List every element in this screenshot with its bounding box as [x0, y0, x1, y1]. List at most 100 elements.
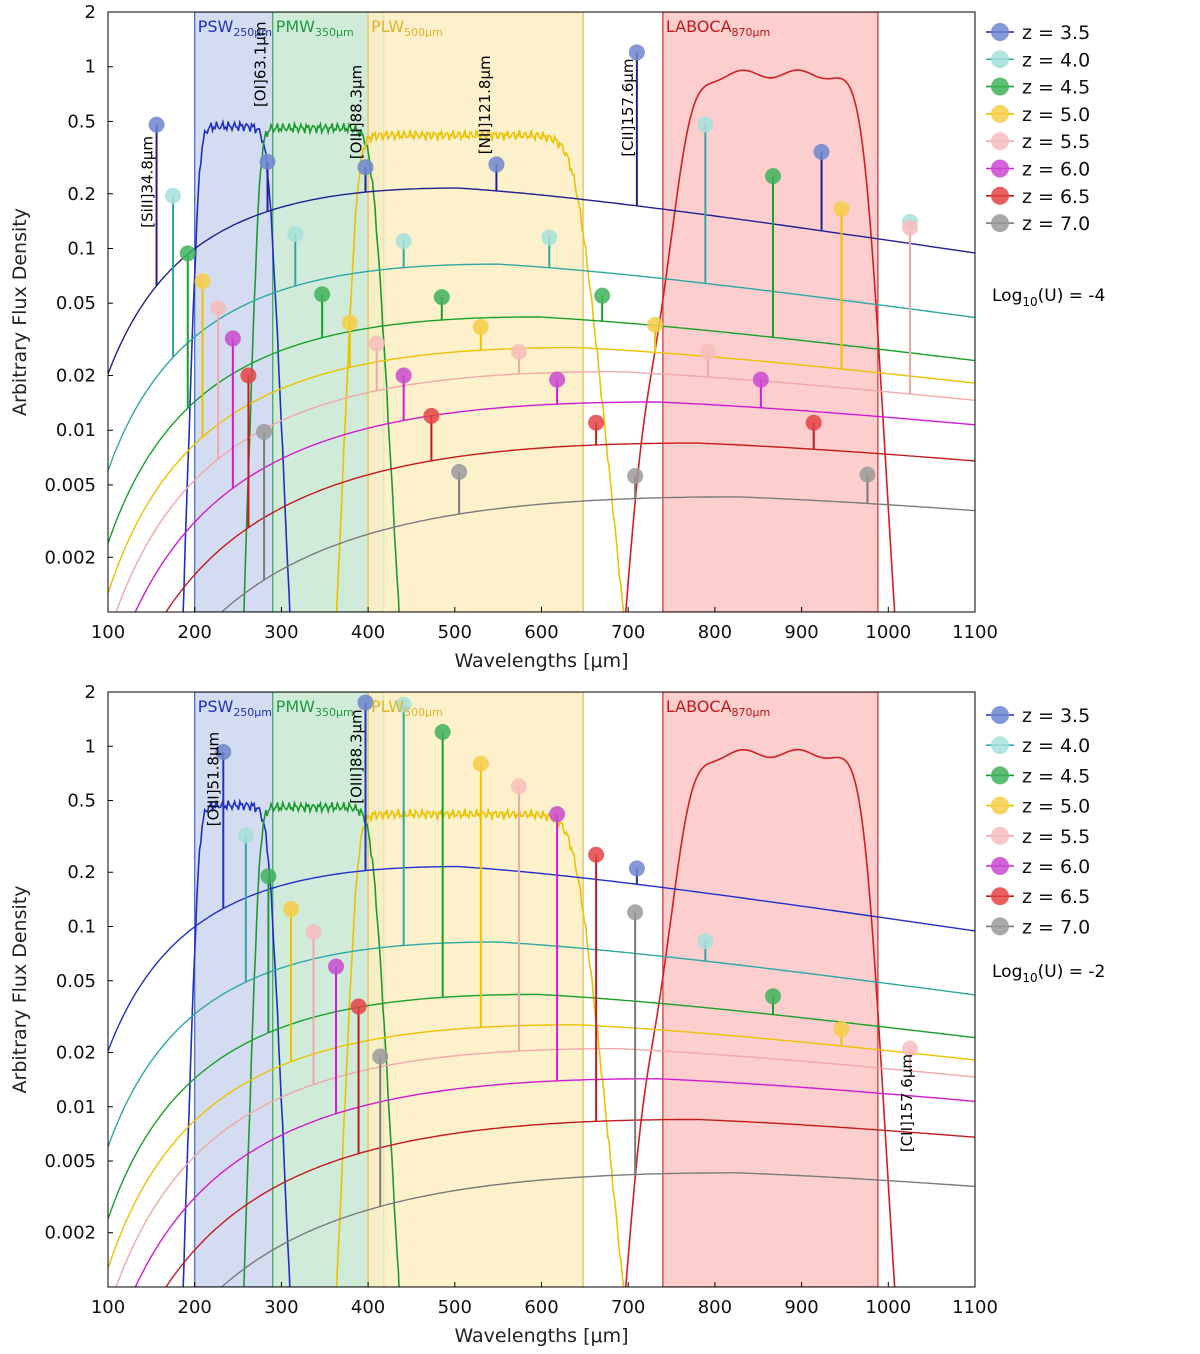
- x-tick-label: 700: [611, 622, 645, 643]
- continuum-z-5.5: [115, 1048, 975, 1287]
- legend-entry-z-4.0: z = 4.0: [986, 735, 1090, 757]
- y-tick-label: 0.01: [56, 1097, 96, 1118]
- band-label-plw: PLW500μm: [371, 697, 443, 719]
- filter-curve-plw: [335, 128, 625, 612]
- continuum-z-4.5: [108, 316, 975, 544]
- line-marker-z-3.5: [259, 153, 276, 170]
- line-marker-z-7.0: [859, 466, 876, 483]
- legend-entry-z-3.5: z = 3.5: [986, 705, 1090, 727]
- x-tick-label: 900: [784, 1297, 818, 1318]
- legend-label: z = 7.0: [1022, 916, 1090, 938]
- continuum-z-6.5: [165, 442, 975, 612]
- line-marker-z-5.0: [472, 318, 489, 335]
- y-tick-label: 0.005: [44, 1151, 96, 1172]
- line-marker-z-6.0: [752, 371, 769, 388]
- legend-label: z = 7.0: [1022, 213, 1090, 235]
- legend-entry-z-6.5: z = 6.5: [986, 186, 1090, 208]
- line-marker-z-4.5: [260, 868, 277, 885]
- line-label: [CII]157.6μm: [619, 59, 637, 157]
- line-marker-z-7.0: [627, 904, 644, 921]
- legend-marker: [991, 857, 1009, 875]
- legend-entry-z-4.5: z = 4.5: [986, 77, 1090, 99]
- x-tick-label: 600: [524, 1297, 558, 1318]
- log-u-annotation: Log10(U) = -4: [992, 286, 1105, 309]
- line-marker-z-5.5: [901, 219, 918, 236]
- legend-marker: [991, 887, 1009, 906]
- x-tick-label: 200: [178, 622, 212, 643]
- line-marker-z-4.5: [764, 168, 781, 185]
- y-tick-label: 0.01: [56, 420, 96, 441]
- legend-entry-z-7.0: z = 7.0: [986, 916, 1090, 938]
- line-marker-z-6.0: [328, 958, 345, 975]
- line-marker-z-7.0: [451, 463, 468, 480]
- line-label: [CII]157.6μm: [898, 1054, 916, 1152]
- legend-marker: [991, 159, 1009, 178]
- y-tick-label: 0.2: [67, 184, 96, 205]
- line-marker-z-4.5: [179, 245, 196, 262]
- line-marker-z-5.0: [341, 314, 358, 331]
- line-label: [OIII]88.3μm: [347, 65, 365, 159]
- legend-marker: [991, 104, 1009, 123]
- band-pmw: [272, 12, 385, 612]
- y-tick-label: 0.002: [44, 1223, 96, 1244]
- legend-label: z = 4.0: [1022, 49, 1090, 71]
- legend-marker: [991, 214, 1009, 233]
- legend-label: z = 4.5: [1022, 77, 1090, 99]
- filter-curve-laboca: [624, 69, 896, 612]
- y-tick-label: 0.5: [67, 111, 96, 132]
- legend-label: z = 6.0: [1022, 159, 1090, 181]
- continuum-z-5.0: [108, 1024, 975, 1269]
- legend-label: z = 5.5: [1022, 131, 1090, 153]
- x-tick-label: 500: [438, 622, 472, 643]
- line-marker-z-7.0: [372, 1048, 389, 1065]
- legend-entry-z-7.0: z = 7.0: [986, 213, 1090, 235]
- continuum-z-6.0: [134, 1078, 975, 1287]
- band-psw: [194, 12, 274, 612]
- legend-marker: [991, 77, 1009, 96]
- x-axis-label: Wavelengths [μm]: [454, 650, 628, 672]
- line-marker-z-3.5: [488, 156, 505, 173]
- legend-label: z = 5.0: [1022, 796, 1090, 818]
- band-label-psw: PSW250μm: [198, 17, 272, 39]
- line-label: [OI]63.1μm: [251, 22, 269, 108]
- line-marker-z-3.5: [357, 159, 374, 176]
- line-marker-z-5.0: [194, 273, 211, 290]
- legend-label: z = 4.0: [1022, 735, 1090, 757]
- x-tick-label: 100: [91, 1297, 125, 1318]
- line-marker-z-5.0: [833, 200, 850, 217]
- line-marker-z-6.0: [549, 371, 566, 388]
- continuum-z-4.0: [108, 941, 975, 1148]
- legend-label: z = 5.5: [1022, 826, 1090, 848]
- legend-label: z = 3.5: [1022, 705, 1090, 727]
- legend-marker: [991, 796, 1009, 815]
- continuum-z-4.0: [108, 263, 975, 471]
- band-label-laboca: LABOCA870μm: [666, 17, 770, 39]
- line-marker-z-3.5: [215, 743, 232, 760]
- line-marker-z-5.5: [210, 300, 227, 317]
- legend-marker: [991, 766, 1009, 785]
- line-label: [OIII]51.8μm: [204, 732, 222, 826]
- band-label-pmw: PMW350μm: [276, 697, 354, 719]
- legend-marker: [991, 917, 1009, 936]
- x-tick-label: 500: [438, 1297, 472, 1318]
- x-tick-label: 1000: [865, 1297, 911, 1318]
- y-axis-label: Arbitrary Flux Density: [9, 886, 31, 1094]
- legend-marker: [991, 132, 1009, 151]
- y-tick-label: 2: [85, 2, 96, 23]
- legend-marker: [991, 826, 1009, 845]
- continuum-z-3.5: [108, 187, 975, 375]
- continuum-z-5.5: [115, 371, 975, 612]
- legend-label: z = 6.5: [1022, 886, 1090, 908]
- line-marker-z-4.0: [395, 696, 412, 713]
- filter-curve-psw: [182, 798, 291, 1287]
- y-tick-label: 0.5: [67, 791, 96, 812]
- x-tick-label: 900: [784, 622, 818, 643]
- legend-marker: [991, 186, 1009, 205]
- line-marker-z-3.5: [813, 143, 830, 160]
- x-tick-label: 800: [698, 1297, 732, 1318]
- y-tick-label: 0.05: [56, 293, 96, 314]
- line-label: [NII]121.8μm: [476, 55, 494, 154]
- legend-entry-z-5.0: z = 5.0: [986, 796, 1090, 818]
- legend-entry-z-5.5: z = 5.5: [986, 826, 1090, 848]
- line-marker-z-4.0: [287, 226, 304, 243]
